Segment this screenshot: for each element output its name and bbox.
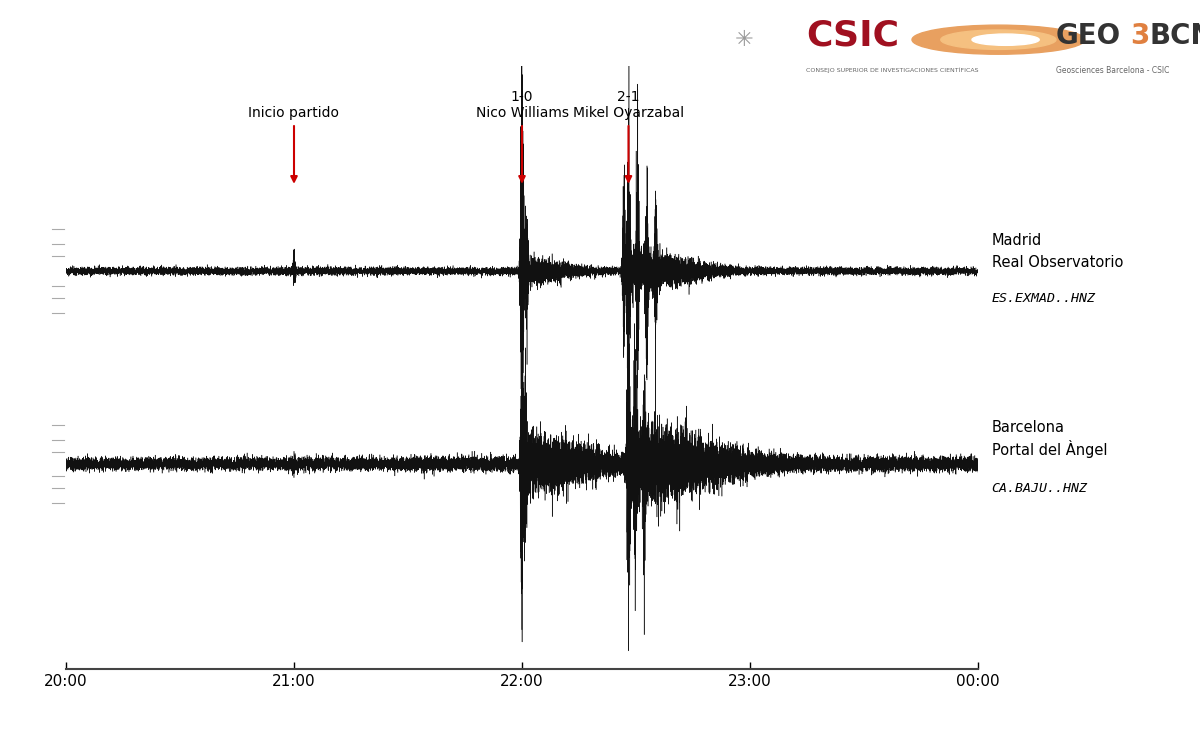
Text: CSIC: CSIC [806,18,900,53]
Text: Portal del Àngel: Portal del Àngel [991,440,1108,458]
Circle shape [972,34,1039,46]
Text: GEO: GEO [1056,21,1121,50]
Text: Geosciences Barcelona - CSIC: Geosciences Barcelona - CSIC [1056,66,1169,75]
Text: Madrid: Madrid [991,234,1042,248]
Text: ES.EXMAD..HNZ: ES.EXMAD..HNZ [991,292,1096,305]
Text: CA.BAJU..HNZ: CA.BAJU..HNZ [991,481,1087,495]
Text: 2-1
Mikel Oyarzabal: 2-1 Mikel Oyarzabal [572,90,684,182]
Text: 3: 3 [1130,21,1150,50]
Circle shape [941,30,1056,49]
Text: Barcelona: Barcelona [991,420,1064,435]
Circle shape [912,25,1085,54]
Text: Real Observatorio: Real Observatorio [991,254,1123,270]
Text: Inicio partido: Inicio partido [248,107,340,182]
Text: ✳: ✳ [734,29,754,50]
Text: 1-0
Nico Williams: 1-0 Nico Williams [475,90,569,182]
Text: BCN: BCN [1150,21,1200,50]
Text: CONSEJO SUPERIOR DE INVESTIGACIONES CIENTÍFICAS: CONSEJO SUPERIOR DE INVESTIGACIONES CIEN… [806,68,979,74]
